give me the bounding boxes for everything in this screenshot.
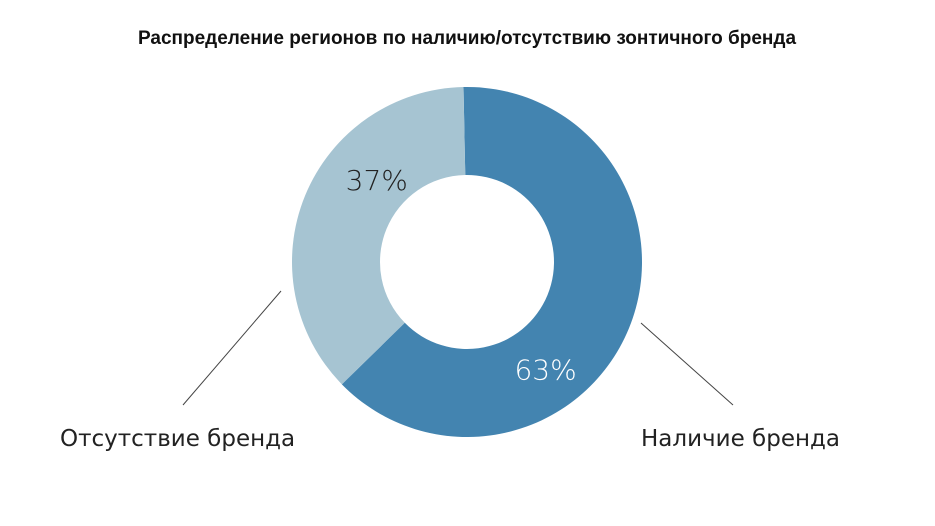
category-label-brand-present: Наличие бренда — [641, 426, 840, 452]
leader-line-brand-present — [640, 322, 734, 406]
slice-brand-absent — [291, 87, 466, 385]
slice-value-label-brand-absent: 37% — [346, 164, 408, 197]
chart-title: Распределение регионов по наличию/отсутс… — [138, 28, 796, 49]
leader-line-brand-absent — [182, 290, 282, 406]
slice-value-label-brand-present: 63% — [514, 353, 576, 386]
slices-group — [291, 87, 642, 438]
slice-brand-present — [341, 87, 642, 438]
category-label-brand-absent: Отсутствие бренда — [60, 426, 295, 452]
